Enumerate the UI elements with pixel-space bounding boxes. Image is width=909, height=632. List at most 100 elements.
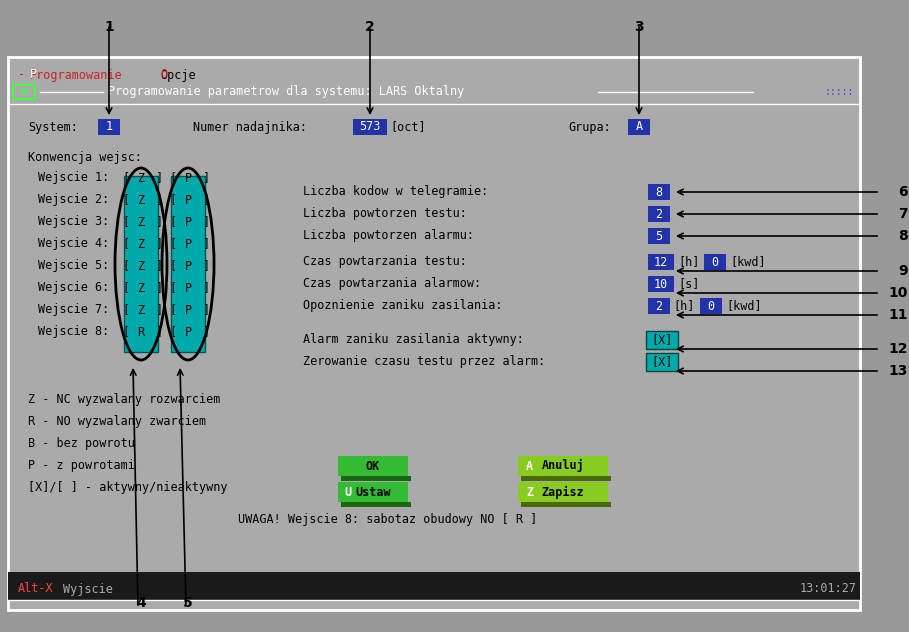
- Text: R: R: [137, 325, 145, 339]
- Text: [: [: [122, 193, 129, 207]
- Text: [X]/[ ] - aktywny/nieaktywny: [X]/[ ] - aktywny/nieaktywny: [28, 482, 227, 494]
- Text: 2: 2: [655, 207, 663, 221]
- Text: Z: Z: [137, 303, 145, 317]
- Text: Z: Z: [526, 485, 533, 499]
- Text: 1: 1: [105, 20, 114, 34]
- FancyBboxPatch shape: [704, 254, 726, 270]
- Text: OK: OK: [366, 459, 380, 473]
- FancyBboxPatch shape: [341, 502, 411, 507]
- Text: Konwencja wejsc:: Konwencja wejsc:: [28, 152, 142, 164]
- Text: P: P: [185, 193, 192, 207]
- FancyBboxPatch shape: [648, 228, 670, 244]
- Text: P: P: [185, 260, 192, 272]
- Text: Wejscie 4:: Wejscie 4:: [38, 238, 109, 250]
- Text: ]: ]: [156, 325, 163, 339]
- Text: P: P: [185, 325, 192, 339]
- Text: A: A: [635, 121, 643, 133]
- Text: :::::: :::::: [825, 87, 854, 97]
- Text: 5: 5: [655, 229, 663, 243]
- Text: UWAGA! Wejscie 8: sabotaz obudowy NO [ R ]: UWAGA! Wejscie 8: sabotaz obudowy NO [ R…: [238, 513, 537, 526]
- Text: 13:01:27: 13:01:27: [800, 583, 857, 595]
- Text: Wejscie 6:: Wejscie 6:: [38, 281, 109, 295]
- Text: P: P: [30, 68, 37, 82]
- Text: ]: ]: [156, 303, 163, 317]
- Text: B - bez powrotu: B - bez powrotu: [28, 437, 135, 451]
- Text: Alarm zaniku zasilania aktywny:: Alarm zaniku zasilania aktywny:: [303, 334, 524, 346]
- Text: P: P: [185, 281, 192, 295]
- Text: 2: 2: [655, 300, 663, 312]
- Text: 5: 5: [183, 596, 193, 610]
- Text: Anuluj: Anuluj: [542, 459, 584, 473]
- Text: ]: ]: [203, 260, 210, 272]
- Text: ■: ■: [22, 87, 26, 97]
- Text: Opcje: Opcje: [160, 68, 195, 82]
- Text: [oct]: [oct]: [390, 121, 425, 133]
- Text: [: [: [122, 216, 129, 229]
- Text: Z: Z: [137, 238, 145, 250]
- Text: Z: Z: [137, 216, 145, 229]
- Text: ]: ]: [156, 238, 163, 250]
- Text: Ustaw: Ustaw: [355, 485, 391, 499]
- FancyBboxPatch shape: [8, 572, 860, 600]
- Text: U: U: [344, 485, 351, 499]
- Text: 2: 2: [365, 20, 375, 34]
- Text: 7: 7: [898, 207, 908, 221]
- FancyBboxPatch shape: [518, 482, 608, 502]
- FancyBboxPatch shape: [521, 502, 611, 507]
- Text: [: [: [169, 193, 176, 207]
- Text: P - z powrotami: P - z powrotami: [28, 459, 135, 473]
- Text: ]: ]: [203, 216, 210, 229]
- Text: ]: ]: [156, 260, 163, 272]
- FancyBboxPatch shape: [648, 276, 674, 292]
- FancyBboxPatch shape: [13, 85, 35, 99]
- Text: ]: ]: [156, 281, 163, 295]
- Text: 13: 13: [889, 364, 908, 378]
- Text: Z - NC wyzwalany rozwarciem: Z - NC wyzwalany rozwarciem: [28, 394, 220, 406]
- FancyBboxPatch shape: [700, 298, 722, 314]
- Text: Wejscie 2:: Wejscie 2:: [38, 193, 109, 207]
- Text: 10: 10: [889, 286, 908, 300]
- Text: Z: Z: [137, 193, 145, 207]
- Text: [h]: [h]: [678, 255, 699, 269]
- FancyBboxPatch shape: [648, 254, 674, 270]
- Text: 9: 9: [898, 264, 908, 278]
- Text: P: P: [185, 216, 192, 229]
- FancyBboxPatch shape: [338, 482, 408, 502]
- FancyBboxPatch shape: [338, 456, 408, 476]
- FancyBboxPatch shape: [646, 331, 678, 349]
- Text: [: [: [169, 325, 176, 339]
- FancyBboxPatch shape: [648, 206, 670, 222]
- Text: [: [: [122, 260, 129, 272]
- Text: A: A: [526, 459, 533, 473]
- Text: R - NO wyzwalany zwarciem: R - NO wyzwalany zwarciem: [28, 415, 206, 428]
- Text: 1: 1: [105, 121, 113, 133]
- Text: Grupa:: Grupa:: [568, 121, 611, 133]
- Text: [: [: [169, 216, 176, 229]
- FancyBboxPatch shape: [648, 184, 670, 200]
- Text: ]: ]: [203, 281, 210, 295]
- Text: Wyjscie: Wyjscie: [63, 583, 113, 595]
- Text: ]: ]: [203, 303, 210, 317]
- Text: [: [: [122, 303, 129, 317]
- Text: ]: ]: [203, 193, 210, 207]
- Text: [: [: [169, 260, 176, 272]
- Text: P: P: [185, 238, 192, 250]
- FancyBboxPatch shape: [341, 476, 411, 481]
- Text: [h]: [h]: [673, 300, 694, 312]
- Text: 0: 0: [712, 255, 718, 269]
- FancyBboxPatch shape: [353, 119, 387, 135]
- Text: Liczba kodow w telegramie:: Liczba kodow w telegramie:: [303, 186, 488, 198]
- Text: ]: ]: [203, 171, 210, 185]
- Text: [kwd]: [kwd]: [730, 255, 765, 269]
- Text: Programowanie: Programowanie: [30, 68, 123, 82]
- Text: [: [: [169, 238, 176, 250]
- Text: ]: ]: [203, 325, 210, 339]
- Text: Wejscie 3:: Wejscie 3:: [38, 216, 109, 229]
- Text: Opoznienie zaniku zasilania:: Opoznienie zaniku zasilania:: [303, 300, 503, 312]
- Text: O: O: [160, 68, 167, 82]
- FancyBboxPatch shape: [628, 119, 650, 135]
- Text: [s]: [s]: [678, 277, 699, 291]
- FancyBboxPatch shape: [518, 456, 608, 476]
- FancyBboxPatch shape: [521, 476, 611, 481]
- Text: Czas powtarzania testu:: Czas powtarzania testu:: [303, 255, 467, 269]
